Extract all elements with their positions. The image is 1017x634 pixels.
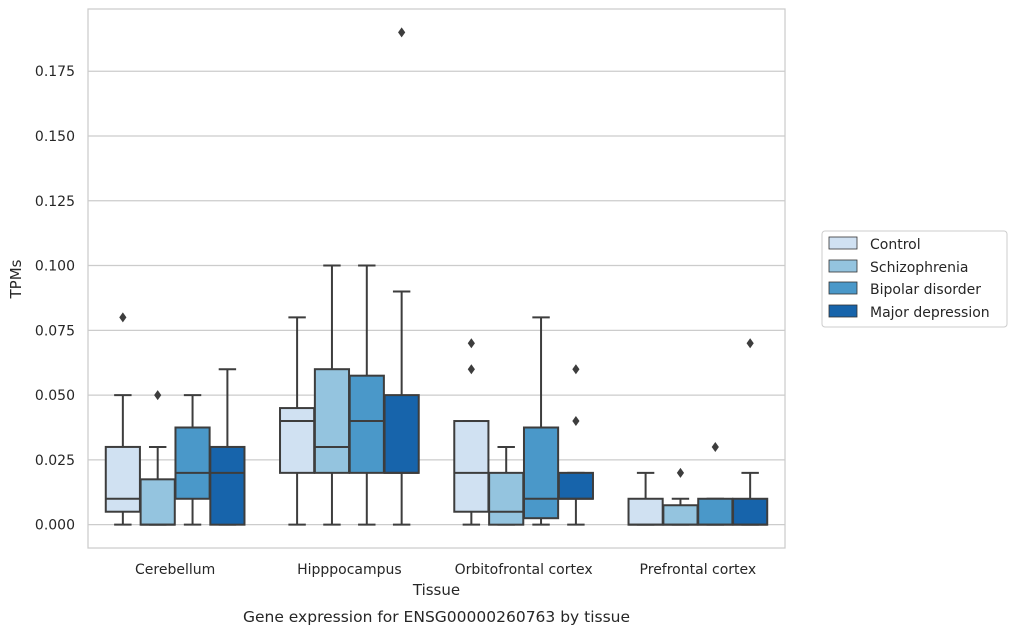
legend-swatch-major-depression: [828, 304, 858, 318]
outlier-point: [154, 390, 162, 401]
box-iqr: [209, 445, 246, 526]
box-iqr: [627, 497, 664, 526]
legend-label-major-depression: Major depression: [870, 305, 990, 321]
y-tick-labels: 0.000 0.025 0.050 0.075 0.100 0.125 0.150 0.175: [35, 64, 75, 533]
box-schizophrenia-prefrontal-cortex: [662, 467, 699, 526]
chart-caption: Gene expression for ENSG00000260763 by t…: [243, 608, 630, 626]
y-tick-label: 0.000: [35, 518, 75, 534]
legend-item-bipolar-disorder: Bipolar disorder: [828, 281, 981, 298]
box-bipolar-disorder-orbitofrontal-cortex: [522, 316, 560, 526]
box-iqr: [174, 426, 211, 500]
box-major-depression-orbitofrontal-cortex: [557, 364, 594, 526]
y-tick-label: 0.100: [35, 259, 75, 275]
x-tick-label: Orbitofrontal cortex: [455, 562, 593, 578]
outlier-point: [676, 467, 685, 478]
outlier-point: [467, 364, 475, 375]
outlier-point: [467, 338, 475, 349]
outlier-point: [398, 27, 406, 38]
y-axis-label: TPMs: [7, 259, 25, 299]
box-control-prefrontal-cortex: [627, 471, 664, 526]
x-tick-label: Hipppocampus: [297, 562, 402, 578]
box-iqr: [104, 445, 141, 513]
box-bipolar-disorder-cerebellum: [174, 394, 211, 526]
legend-item-schizophrenia: Schizophrenia: [828, 259, 968, 276]
box-bipolar-disorder-hipppocampus: [348, 264, 385, 526]
legend-item-major-depression: Major depression: [828, 304, 990, 321]
box-iqr: [139, 478, 176, 526]
plot-frame: [87, 8, 786, 549]
box-bipolar-disorder-prefrontal-cortex: [697, 441, 734, 526]
box-iqr: [279, 407, 316, 474]
box-iqr: [348, 374, 385, 474]
box-major-depression-cerebellum: [209, 368, 246, 526]
legend-swatch-control: [828, 236, 858, 250]
legend-frame: [821, 230, 1008, 328]
box-iqr: [662, 504, 699, 526]
legend-swatch-bipolar-disorder: [828, 281, 858, 295]
legend-item-control: Control: [828, 236, 921, 253]
box-iqr: [697, 497, 734, 526]
box-major-depression-prefrontal-cortex: [732, 338, 769, 526]
box-iqr: [383, 394, 420, 474]
y-tick-label: 0.175: [35, 64, 75, 80]
y-tick-label: 0.075: [35, 323, 75, 339]
box-schizophrenia-orbitofrontal-cortex: [488, 445, 525, 526]
x-tick-label: Cerebellum: [135, 562, 215, 578]
box-iqr: [522, 426, 560, 520]
box-major-depression-hipppocampus: [383, 27, 420, 526]
outlier-point: [572, 416, 580, 427]
box-control-orbitofrontal-cortex: [453, 338, 490, 526]
outlier-point: [572, 364, 580, 375]
box-schizophrenia-hipppocampus: [313, 264, 351, 526]
box-iqr: [557, 471, 594, 500]
box-iqr: [453, 420, 490, 513]
legend: Control Schizophrenia Bipolar disorder M…: [821, 230, 1008, 328]
box-series: [104, 27, 769, 526]
x-tick-label: Prefrontal cortex: [640, 562, 757, 578]
legend-label-schizophrenia: Schizophrenia: [870, 260, 968, 276]
box-iqr: [488, 471, 525, 526]
legend-swatch-schizophrenia: [828, 259, 858, 273]
box-iqr: [732, 497, 769, 526]
x-axis-label: Tissue: [412, 581, 460, 599]
outlier-point: [119, 312, 127, 323]
box-iqr: [313, 368, 351, 474]
y-tick-label: 0.150: [35, 129, 75, 145]
y-tick-label: 0.025: [35, 453, 75, 469]
box-control-cerebellum: [104, 312, 141, 526]
legend-label-bipolar-disorder: Bipolar disorder: [870, 282, 981, 298]
outlier-point: [711, 441, 719, 452]
box-control-hipppocampus: [279, 316, 316, 526]
outlier-point: [746, 338, 754, 349]
x-tick-labels: Cerebellum Hipppocampus Orbitofrontal cort…: [135, 562, 756, 578]
legend-label-control: Control: [870, 237, 921, 253]
box-schizophrenia-cerebellum: [139, 390, 176, 526]
y-tick-label: 0.125: [35, 194, 75, 210]
y-tick-label: 0.050: [35, 388, 75, 404]
